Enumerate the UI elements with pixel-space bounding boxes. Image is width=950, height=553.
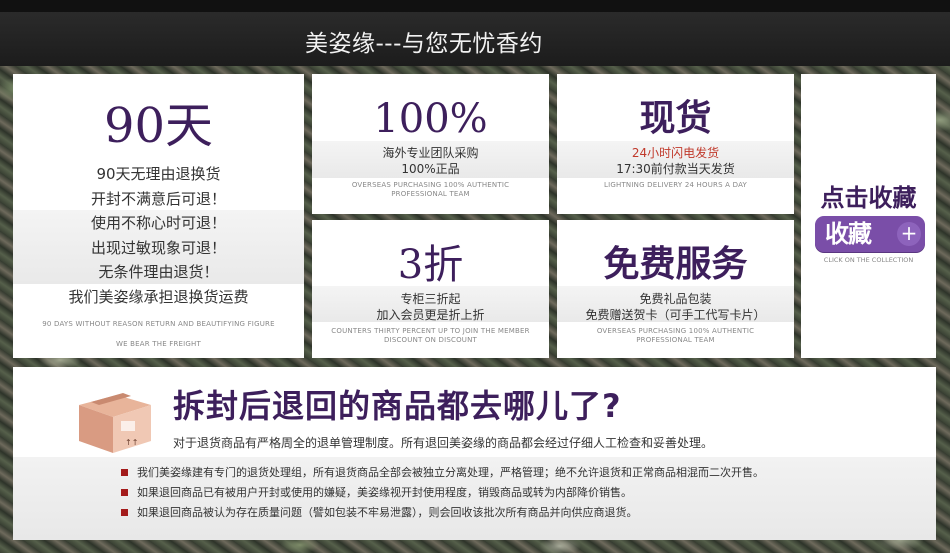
bullet-square-icon xyxy=(121,489,128,496)
free-service-headline: 免费服务 xyxy=(603,244,748,285)
stock-line-2: 17:30前付款当天发货 xyxy=(616,162,735,176)
favorite-title[interactable]: 点击收藏 xyxy=(820,184,917,212)
discount-line-1: 专柜三折起 xyxy=(400,292,461,306)
authentic-headline: 100% xyxy=(373,96,488,142)
plus-icon: + xyxy=(897,222,921,246)
favorite-english: CLICK ON THE COLLECTION xyxy=(823,256,914,264)
free-service-line-1: 免费礼品包装 xyxy=(639,292,712,306)
return-english-1: 90 DAYS WITHOUT REASON RETURN AND BEAUTI… xyxy=(42,320,275,328)
return-line: 出现过敏现象可退！ xyxy=(90,238,226,257)
discount-english-2: DISCOUNT ON DISCOUNT xyxy=(383,336,478,344)
return-headline: 90天 xyxy=(103,98,214,154)
returns-info-panel: ↑↑ 拆封后退回的商品都去哪儿了? 对于退货商品有严格周全的退单管理制度。所有退… xyxy=(13,367,936,540)
list-item: 如果退回商品已有被用户开封或使用的嫌疑，美姿缘视开封使用程度，销毁商品或转为内部… xyxy=(121,483,764,503)
add-to-favorites-button[interactable]: 收藏 + xyxy=(815,216,925,252)
return-line: 无条件理由退货！ xyxy=(98,263,219,281)
authentic-line-1: 海外专业团队采购 xyxy=(382,146,479,160)
card-in-stock: 现货 24小时闪电发货 17:30前付款当天发货 LIGHTNING DELIV… xyxy=(557,74,794,214)
card-90-day-return: 90天 90天无理由退换货 开封不满意后可退！ 使用不称心时可退！ 出现过敏现象… xyxy=(13,74,304,358)
return-english-2: WE BEAR THE FREIGHT xyxy=(115,340,201,348)
free-service-english-1: OVERSEAS PURCHASING 100% AUTHENTIC xyxy=(596,327,755,335)
header-top-strip xyxy=(0,0,950,12)
bullet-square-icon xyxy=(121,509,128,516)
discount-headline: 3折 xyxy=(397,242,464,288)
rule-text: 我们美姿缘建有专门的退货处理组，所有退货商品全部会被独立分离处理，严格管理；绝不… xyxy=(137,466,764,479)
return-line: 开封不满意后可退！ xyxy=(90,189,226,208)
return-lines: 90天无理由退换货 开封不满意后可退！ 使用不称心时可退！ 出现过敏现象可退！ … xyxy=(13,162,304,309)
discount-line-2: 加入会员更是折上折 xyxy=(376,308,485,322)
favorite-card[interactable]: 点击收藏 收藏 + CLICK ON THE COLLECTION xyxy=(801,74,936,358)
list-item: 如果退回商品被认为存在质量问题（譬如包装不牢易泄露），则会回收该批次所有商品并向… xyxy=(121,503,764,523)
panel-title: 拆封后退回的商品都去哪儿了? xyxy=(173,387,622,425)
rule-text: 如果退回商品被认为存在质量问题（譬如包装不牢易泄露），则会回收该批次所有商品并向… xyxy=(137,506,638,519)
free-service-line-2: 免费赠送贺卡（可手工代写卡片） xyxy=(585,308,766,322)
stock-english-1: LIGHTNING DELIVERY 24 HOURS A DAY xyxy=(604,181,747,189)
rules-list: 我们美姿缘建有专门的退货处理组，所有退货商品全部会被独立分离处理，严格管理；绝不… xyxy=(121,463,764,523)
bullet-square-icon xyxy=(121,469,128,476)
panel-subtitle: 对于退货商品有严格周全的退单管理制度。所有退回美姿缘的商品都会经过仔细人工检查和… xyxy=(173,436,714,450)
card-authentic: 100% 海外专业团队采购 100%正品 OVERSEAS PURCHASING… xyxy=(312,74,549,214)
package-box-icon: ↑↑ xyxy=(79,393,151,453)
discount-english-1: COUNTERS THIRTY PERCENT UP TO JOIN THE M… xyxy=(331,327,530,335)
favorite-badge-text: 收藏 xyxy=(825,220,872,248)
authentic-english-2: PROFESSIONAL TEAM xyxy=(391,190,470,198)
card-free-service: 免费服务 免费礼品包装 免费赠送贺卡（可手工代写卡片） OVERSEAS PUR… xyxy=(557,220,794,358)
return-line: 使用不称心时可退！ xyxy=(90,214,226,232)
stock-line-1: 24小时闪电发货 xyxy=(631,146,720,160)
return-line: 90天无理由退换货 xyxy=(96,165,221,183)
stock-headline: 现货 xyxy=(639,98,712,139)
list-item: 我们美姿缘建有专门的退货处理组，所有退货商品全部会被独立分离处理，严格管理；绝不… xyxy=(121,463,764,483)
header-bar: 美姿缘---与您无忧香约 xyxy=(0,0,950,66)
page-title: 美姿缘---与您无忧香约 xyxy=(305,31,543,57)
return-line: 我们美姿缘承担退换货运费 xyxy=(68,287,249,306)
svg-text:↑↑: ↑↑ xyxy=(125,438,138,447)
card-discount: 3折 专柜三折起 加入会员更是折上折 COUNTERS THIRTY PERCE… xyxy=(312,220,549,358)
authentic-english-1: OVERSEAS PURCHASING 100% AUTHENTIC xyxy=(351,181,510,189)
rule-text: 如果退回商品已有被用户开封或使用的嫌疑，美姿缘视开封使用程度，销毁商品或转为内部… xyxy=(137,486,632,499)
authentic-line-2: 100%正品 xyxy=(401,162,460,176)
free-service-english-2: PROFESSIONAL TEAM xyxy=(636,336,715,344)
